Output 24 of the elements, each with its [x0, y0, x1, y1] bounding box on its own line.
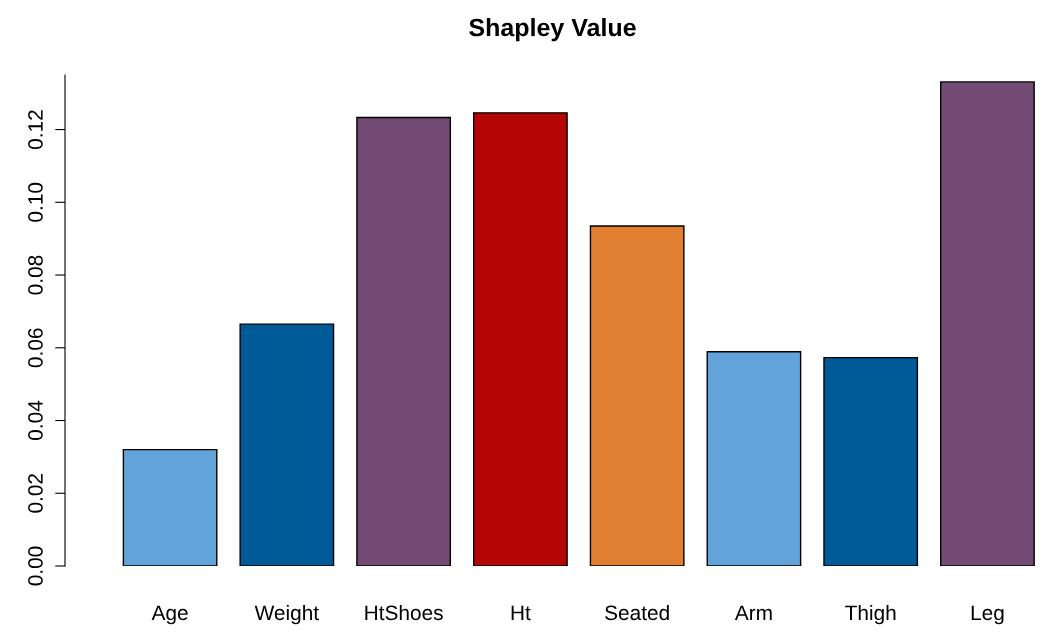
bar — [239, 323, 335, 566]
chart-title: Shapley Value — [469, 17, 636, 42]
bar — [122, 448, 218, 566]
bar — [589, 225, 685, 566]
x-tick-label: Age — [151, 605, 188, 625]
x-tick-label: Seated — [605, 604, 669, 621]
y-tick-label: 0.02 — [28, 474, 43, 513]
y-tick-label: 0.00 — [28, 546, 43, 586]
bar — [706, 351, 802, 566]
x-tick-label: Ht — [511, 605, 531, 621]
x-tick-label: Leg — [971, 605, 1004, 625]
y-tick-label: 0.12 — [28, 110, 43, 150]
x-tick-label: Arm — [734, 605, 772, 620]
x-tick-label: HtShoes — [365, 604, 443, 621]
y-tick-label: 0.04 — [28, 400, 43, 440]
y-tick-label: 0.08 — [28, 255, 43, 295]
bar — [823, 356, 919, 566]
y-tick-label: 0.10 — [28, 182, 43, 222]
x-tick-label: Thigh — [845, 604, 896, 625]
bar — [940, 81, 1035, 566]
bar — [472, 112, 568, 566]
bar — [356, 116, 452, 566]
x-tick-label: Weight — [254, 604, 319, 625]
y-tick-label: 0.06 — [28, 328, 43, 368]
